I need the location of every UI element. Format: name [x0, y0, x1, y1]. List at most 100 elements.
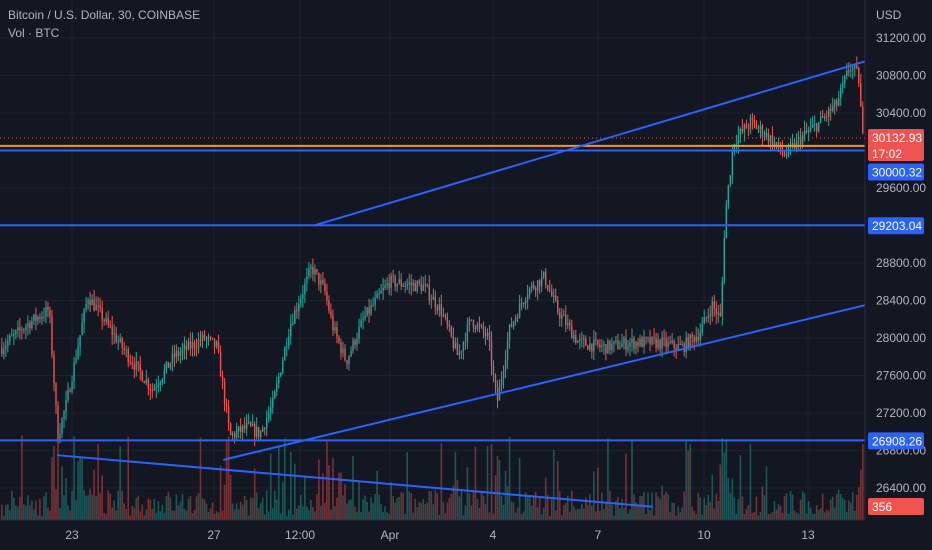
candle-body: [179, 352, 182, 356]
candle-body: [440, 304, 443, 316]
volume-label[interactable]: Vol · BTC: [8, 26, 60, 40]
volume-bar: [759, 511, 762, 520]
volume-bar: [241, 504, 244, 520]
candle-body: [530, 284, 533, 289]
volume-bar: [597, 467, 599, 520]
candle-body: [99, 306, 101, 309]
price-tick-label: 26400.00: [876, 481, 926, 495]
candle-body: [767, 132, 770, 142]
candle-body: [516, 317, 519, 319]
volume-bar: [175, 494, 178, 520]
volume-bar: [552, 449, 555, 520]
volume-bar: [127, 436, 130, 520]
candle-body: [755, 123, 758, 129]
candle-body: [593, 339, 595, 352]
candle-body: [675, 347, 677, 351]
candle-body: [338, 336, 340, 343]
candle-body: [661, 338, 663, 349]
volume-bar: [145, 509, 148, 520]
volume-bar: [809, 507, 812, 520]
candle-body: [43, 316, 45, 318]
volume-bar: [554, 510, 557, 520]
candle-body: [783, 152, 786, 156]
candle-body: [348, 356, 350, 365]
trendlines[interactable]: [57, 60, 866, 508]
time-axis[interactable]: 23 27 12:00 Apr 4 7 10 13: [0, 519, 865, 550]
volume-bar: [737, 499, 740, 520]
volume-bar: [139, 511, 142, 520]
candle-body: [825, 116, 828, 118]
volume-bar: [729, 492, 732, 520]
volume-bar: [532, 495, 535, 520]
volume-bar: [5, 504, 7, 520]
price-axis[interactable]: USD 31200.00 30800.00 30400.00 29600.00 28800…: [864, 0, 932, 550]
candle-body: [13, 334, 15, 336]
candle-body: [595, 339, 597, 341]
volume-bar: [225, 441, 228, 520]
candle-body: [280, 372, 282, 377]
volume-bar: [609, 490, 611, 520]
volume-bar: [460, 490, 463, 520]
volume-bar: [107, 490, 109, 520]
candle-body: [109, 324, 111, 327]
volume-bar: [382, 512, 384, 520]
time-tick-label: 23: [65, 528, 79, 542]
candle-body: [745, 124, 748, 129]
candle-body: [701, 323, 703, 333]
level-tag-30000-text: 30000.32: [872, 165, 922, 179]
volume-bar: [79, 456, 81, 520]
candle-body: [474, 327, 477, 330]
volume-bar: [330, 509, 332, 520]
volume-bar: [581, 504, 583, 520]
candle-body: [53, 354, 55, 384]
candle-body: [310, 267, 312, 270]
volume-bar: [502, 504, 505, 520]
volume-bar: [221, 510, 224, 520]
candle-body: [573, 335, 575, 339]
candle-body: [559, 312, 561, 319]
candle-body: [412, 283, 414, 286]
candle-body: [19, 327, 21, 330]
candle-body: [643, 337, 645, 347]
candle-body: [641, 338, 643, 347]
candle-body: [540, 276, 543, 287]
candle-body: [838, 98, 840, 106]
volume-bar: [103, 512, 105, 520]
trendline[interactable]: [57, 454, 654, 508]
volume-bar: [735, 513, 738, 520]
candle-body: [139, 363, 141, 372]
volume-bar: [438, 515, 441, 520]
candle-body: [492, 366, 495, 376]
candle-body: [360, 320, 362, 327]
candle-body: [400, 279, 402, 286]
candle-body: [181, 349, 184, 353]
candle-body: [444, 314, 447, 317]
symbol-title[interactable]: Bitcoin / U.S. Dollar, 30, COINBASE: [8, 8, 201, 22]
volume-bar: [410, 493, 413, 520]
volume-bar: [861, 444, 864, 520]
volume-bars: [1, 435, 864, 520]
volume-bar: [412, 512, 415, 520]
volume-bar: [372, 503, 374, 520]
candle-body: [420, 283, 422, 291]
candle-body: [65, 399, 67, 412]
volume-bar: [356, 511, 358, 520]
volume-bar: [498, 460, 501, 520]
volume-bar: [13, 497, 15, 520]
volume-bar: [765, 466, 768, 520]
candle-body: [456, 342, 459, 356]
candle-body: [225, 404, 228, 408]
volume-bar: [791, 494, 794, 520]
candle-body: [765, 132, 768, 137]
volume-bar: [787, 513, 790, 520]
trendline[interactable]: [222, 304, 866, 461]
candle-body: [378, 293, 380, 295]
volume-bar: [273, 490, 276, 520]
volume-bar: [769, 513, 772, 520]
candle-body: [23, 329, 25, 331]
candle-body: [300, 298, 302, 305]
trendline[interactable]: [313, 60, 866, 227]
volume-bar: [143, 515, 146, 520]
volume-bar: [827, 510, 830, 520]
